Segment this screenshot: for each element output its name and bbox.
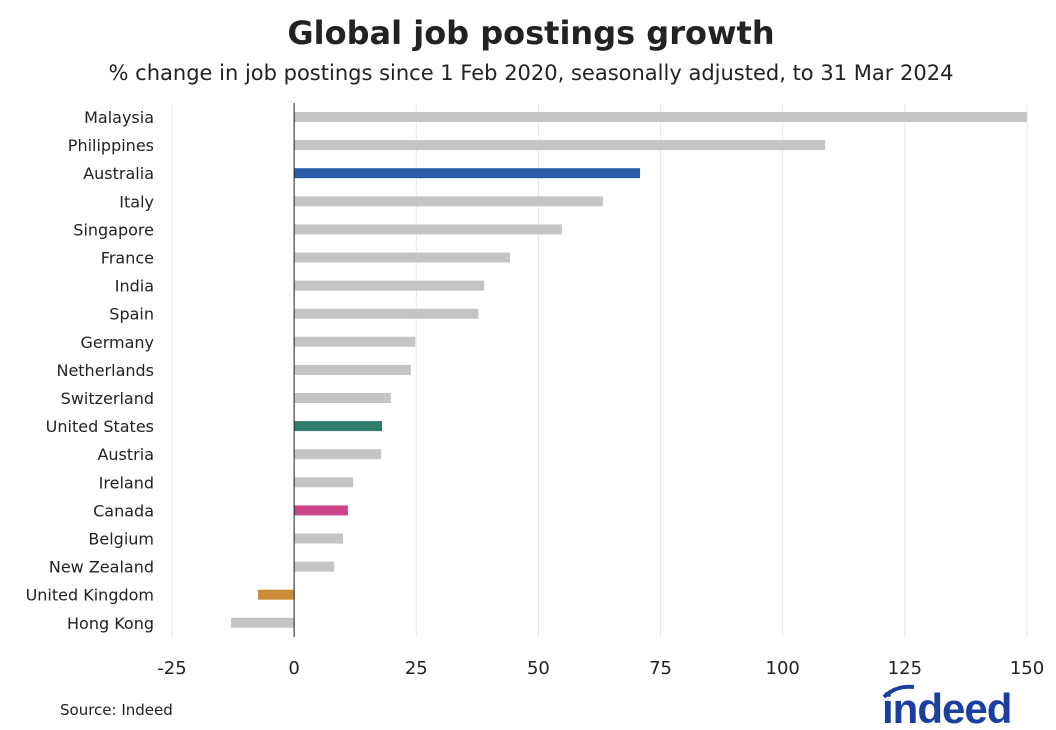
category-label: Ireland [99,473,154,492]
source-note: Source: Indeed [60,701,173,719]
category-label: Germany [80,333,154,352]
bar-malaysia [294,112,1028,122]
bar-australia [294,168,641,179]
bar-ireland [294,477,354,488]
category-label: Italy [119,192,154,211]
x-tick-label: 100 [766,658,800,679]
category-label: New Zealand [49,558,154,577]
bar-united-states [294,421,383,432]
category-label: Singapore [73,220,154,239]
category-label: Hong Kong [67,614,154,633]
bar-netherlands [294,364,411,375]
bar-singapore [294,224,562,235]
category-label: India [115,277,154,296]
indeed-logo: indeed [882,684,1012,728]
bar-new-zealand [294,561,335,572]
bar-switzerland [294,393,391,403]
category-label: Australia [83,164,154,183]
category-label: Spain [109,305,154,324]
category-label: Philippines [68,136,154,155]
bar-canada [294,505,348,516]
category-label: Switzerland [61,389,154,408]
category-label: Austria [97,445,154,464]
category-label: United Kingdom [26,586,154,605]
svg-text:indeed: indeed [882,685,1011,728]
bar-austria [294,449,382,460]
x-tick-label: -25 [157,658,186,679]
chart-title: Global job postings growth [287,14,775,52]
category-label: Belgium [88,530,154,549]
x-tick-label: 150 [1010,658,1044,679]
category-label: United States [46,417,154,436]
category-label: Netherlands [56,361,154,380]
category-label: Malaysia [84,108,154,127]
bar-india [294,280,485,291]
x-tick-label: 25 [405,658,428,679]
x-tick-label: 0 [288,658,299,679]
category-label: Canada [93,501,154,520]
x-tick-label: 50 [527,658,550,679]
bar-italy [294,196,603,207]
bar-france [294,252,511,263]
x-tick-label: 125 [888,658,922,679]
bar-hong-kong [231,617,295,628]
x-tick-label: 75 [649,658,672,679]
bar-spain [294,308,479,319]
bar-philippines [294,140,826,151]
bar-belgium [294,533,343,544]
chart-subtitle: % change in job postings since 1 Feb 202… [108,61,954,85]
category-label: France [101,249,154,268]
bar-germany [294,336,416,347]
bar-united-kingdom [257,589,295,600]
